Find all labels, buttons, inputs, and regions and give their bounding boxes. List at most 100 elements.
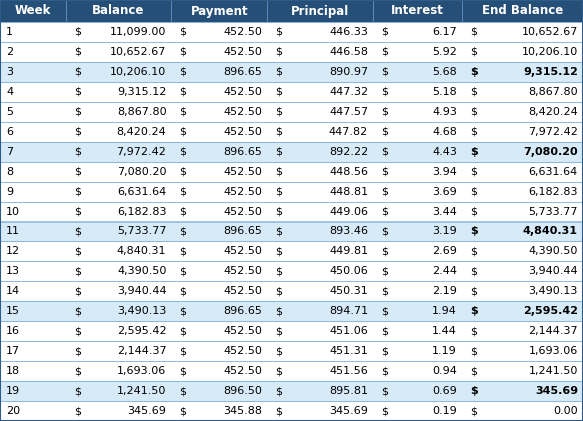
Text: $: $ (381, 147, 388, 157)
Text: $: $ (73, 67, 80, 77)
Text: $: $ (180, 107, 187, 117)
Text: 17: 17 (6, 346, 20, 356)
Text: 1.94: 1.94 (432, 306, 457, 316)
Text: $: $ (180, 246, 187, 256)
Text: $: $ (381, 366, 388, 376)
Text: $: $ (470, 187, 477, 197)
Bar (267, 0, 373, 22)
Text: $: $ (470, 366, 477, 376)
Text: $: $ (73, 107, 80, 117)
Text: 7: 7 (6, 147, 13, 157)
Text: $: $ (381, 127, 388, 137)
Bar (0, 401, 583, 421)
Text: 896.50: 896.50 (223, 386, 262, 396)
Text: $: $ (73, 246, 80, 256)
Text: 0.19: 0.19 (432, 406, 457, 416)
Text: 345.69: 345.69 (535, 386, 578, 396)
Text: 0.69: 0.69 (432, 386, 457, 396)
Text: $: $ (470, 386, 478, 396)
Text: $: $ (73, 27, 80, 37)
Text: $: $ (381, 107, 388, 117)
Text: $: $ (381, 167, 388, 177)
Text: 452.50: 452.50 (223, 127, 262, 137)
Text: Payment: Payment (191, 5, 248, 18)
Text: $: $ (381, 27, 388, 37)
Text: 10,652.67: 10,652.67 (522, 27, 578, 37)
Text: 11: 11 (6, 226, 20, 237)
Bar (0, 281, 583, 301)
Text: 10,206.10: 10,206.10 (110, 67, 166, 77)
Text: 449.06: 449.06 (329, 207, 368, 216)
Text: 451.06: 451.06 (329, 326, 368, 336)
Text: 1.44: 1.44 (432, 326, 457, 336)
Text: 451.56: 451.56 (329, 366, 368, 376)
Text: $: $ (470, 147, 478, 157)
Bar (0, 0, 65, 22)
Text: 4,840.31: 4,840.31 (523, 226, 578, 237)
Bar (0, 341, 583, 361)
Text: Week: Week (15, 5, 51, 18)
Text: $: $ (470, 326, 477, 336)
Bar (171, 0, 267, 22)
Text: Balance: Balance (92, 5, 145, 18)
Text: $: $ (275, 246, 282, 256)
Text: 9: 9 (6, 187, 13, 197)
Text: $: $ (470, 266, 477, 276)
Text: 10,206.10: 10,206.10 (522, 47, 578, 57)
Text: 5.68: 5.68 (432, 67, 457, 77)
Text: $: $ (381, 187, 388, 197)
Text: $: $ (381, 87, 388, 97)
Text: 4.93: 4.93 (432, 107, 457, 117)
Text: 1: 1 (6, 27, 13, 37)
Bar (0, 62, 583, 82)
Text: $: $ (275, 386, 282, 396)
Text: $: $ (275, 306, 282, 316)
Bar (0, 82, 583, 102)
Text: $: $ (381, 67, 388, 77)
Bar (65, 0, 171, 22)
Text: 451.31: 451.31 (329, 346, 368, 356)
Text: 892.22: 892.22 (329, 147, 368, 157)
Text: $: $ (275, 47, 282, 57)
Text: 16: 16 (6, 326, 20, 336)
Text: 452.50: 452.50 (223, 187, 262, 197)
Text: 7,972.42: 7,972.42 (528, 127, 578, 137)
Text: 1,241.50: 1,241.50 (117, 386, 166, 396)
Text: $: $ (470, 167, 477, 177)
Text: $: $ (275, 326, 282, 336)
Bar (0, 261, 583, 281)
Bar (0, 381, 583, 401)
Text: $: $ (381, 406, 388, 416)
Text: 1.19: 1.19 (432, 346, 457, 356)
Bar (0, 162, 583, 181)
Text: 7,972.42: 7,972.42 (117, 147, 166, 157)
Text: 452.50: 452.50 (223, 286, 262, 296)
Text: Interest: Interest (391, 5, 444, 18)
Text: 345.88: 345.88 (223, 406, 262, 416)
Text: 4.68: 4.68 (432, 127, 457, 137)
Bar (0, 122, 583, 142)
Text: 896.65: 896.65 (223, 226, 262, 237)
Text: 3,490.13: 3,490.13 (117, 306, 166, 316)
Text: 450.31: 450.31 (329, 286, 368, 296)
Text: 2.69: 2.69 (432, 246, 457, 256)
Bar (0, 142, 583, 162)
Text: $: $ (275, 406, 282, 416)
Text: $: $ (180, 67, 187, 77)
Text: 5.18: 5.18 (432, 87, 457, 97)
Text: 2.19: 2.19 (432, 286, 457, 296)
Text: 20: 20 (6, 406, 20, 416)
Text: $: $ (180, 27, 187, 37)
Text: $: $ (470, 87, 477, 97)
Text: 10: 10 (6, 207, 20, 216)
Text: 447.82: 447.82 (329, 127, 368, 137)
Text: 0.00: 0.00 (553, 406, 578, 416)
Bar (0, 42, 583, 62)
Text: 450.06: 450.06 (329, 266, 368, 276)
Text: $: $ (381, 386, 388, 396)
Text: $: $ (73, 346, 80, 356)
Text: $: $ (381, 346, 388, 356)
Bar (0, 102, 583, 122)
Text: $: $ (73, 87, 80, 97)
Text: $: $ (73, 207, 80, 216)
